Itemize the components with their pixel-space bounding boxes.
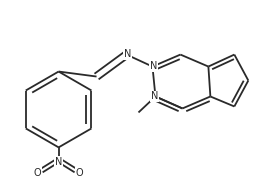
Text: N: N xyxy=(55,157,62,167)
Text: O: O xyxy=(34,168,41,178)
Text: O: O xyxy=(76,168,83,178)
Text: N: N xyxy=(124,49,131,59)
Text: N: N xyxy=(150,61,157,71)
Text: N: N xyxy=(151,91,158,102)
